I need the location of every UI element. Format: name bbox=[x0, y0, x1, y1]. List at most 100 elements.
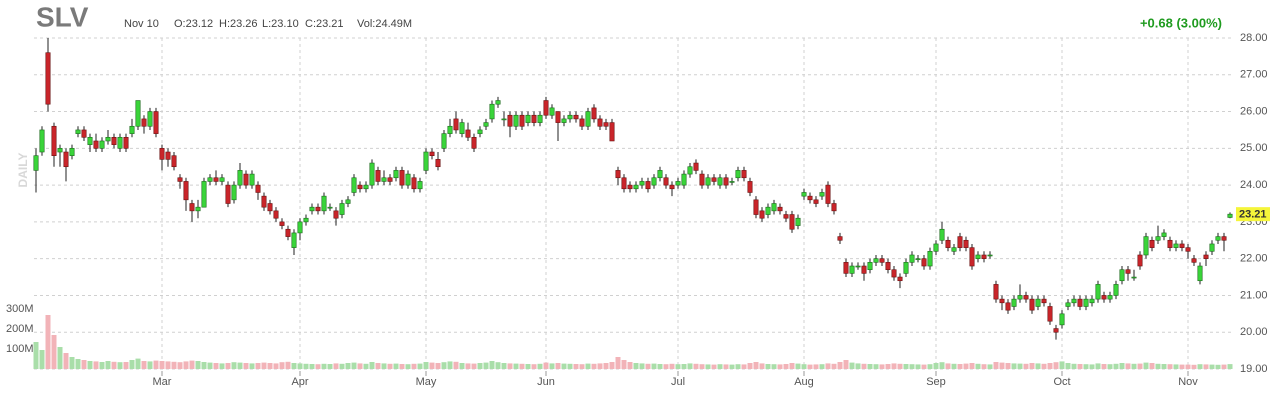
candle-body bbox=[1011, 298, 1017, 307]
candle-body bbox=[993, 284, 999, 300]
candle-body bbox=[363, 184, 369, 190]
candle-body bbox=[1071, 298, 1077, 304]
volume-bar bbox=[1071, 363, 1077, 369]
candle-body bbox=[195, 206, 201, 212]
x-tick-label: Apr bbox=[291, 376, 308, 388]
volume-bar bbox=[741, 364, 747, 369]
volume-bar bbox=[711, 364, 717, 369]
volume-bar bbox=[531, 364, 537, 369]
candle-body bbox=[1131, 276, 1137, 279]
volume-bar bbox=[291, 363, 297, 369]
candle-body bbox=[1185, 247, 1191, 252]
candle-body bbox=[285, 228, 291, 237]
candle-body bbox=[789, 214, 795, 230]
volume-bar bbox=[105, 361, 111, 369]
volume-bar bbox=[405, 364, 411, 369]
volume-bar bbox=[381, 363, 387, 369]
volume-bar bbox=[561, 363, 567, 369]
candle-body bbox=[633, 184, 639, 190]
volume-bar bbox=[585, 363, 591, 369]
candle-body bbox=[819, 192, 825, 197]
volume-bar bbox=[447, 361, 453, 369]
candle-body bbox=[177, 177, 183, 182]
candle-body bbox=[921, 258, 927, 267]
candle-body bbox=[1221, 236, 1227, 241]
candle-body bbox=[621, 177, 627, 190]
candle-body bbox=[1215, 236, 1221, 241]
volume-bar bbox=[939, 362, 945, 369]
candle-body bbox=[51, 125, 57, 156]
candle-body bbox=[1173, 243, 1179, 248]
x-tick-label: Sep bbox=[926, 376, 946, 388]
volume-bar bbox=[285, 361, 291, 369]
volume-bar bbox=[1083, 364, 1089, 369]
volume-bar bbox=[393, 363, 399, 369]
candle-body bbox=[1227, 213, 1233, 218]
volume-bar bbox=[1167, 364, 1173, 369]
candle-body bbox=[1143, 236, 1149, 256]
candle-body bbox=[969, 247, 975, 267]
candle-body bbox=[879, 258, 885, 263]
candle-body bbox=[1149, 239, 1155, 248]
volume-bar bbox=[867, 364, 873, 369]
candle-body bbox=[801, 192, 807, 197]
marks bbox=[33, 38, 1233, 369]
volume-bar bbox=[1197, 364, 1203, 369]
candle-body bbox=[813, 199, 819, 204]
candle-body bbox=[339, 203, 345, 215]
candle-body bbox=[591, 107, 597, 120]
volume-bar bbox=[261, 362, 267, 369]
volume-bar bbox=[501, 363, 507, 369]
candle-body bbox=[429, 151, 435, 156]
candle-body bbox=[777, 206, 783, 212]
candle-body bbox=[69, 148, 75, 156]
candle-body bbox=[435, 159, 441, 168]
volume-bar bbox=[1035, 363, 1041, 369]
volume-bar bbox=[735, 364, 741, 369]
volume-bar bbox=[93, 361, 99, 369]
volume-bar bbox=[357, 363, 363, 369]
x-tick-label: Nov bbox=[1178, 376, 1198, 388]
candle-body bbox=[843, 262, 849, 274]
volume-bar bbox=[1113, 363, 1119, 369]
volume-bar bbox=[273, 363, 279, 369]
candle-body bbox=[417, 181, 423, 190]
candle-body bbox=[867, 262, 873, 271]
volume-bar bbox=[1011, 363, 1017, 369]
volume-bar bbox=[993, 362, 999, 369]
volume-bar bbox=[267, 363, 273, 369]
candle-body bbox=[945, 239, 951, 248]
volume-bar bbox=[75, 359, 81, 369]
candle-body bbox=[849, 265, 855, 274]
volume-bar bbox=[765, 364, 771, 369]
volume-bar bbox=[63, 353, 69, 369]
candle-body bbox=[393, 170, 399, 179]
candle-body bbox=[1101, 295, 1107, 300]
candle-body bbox=[471, 137, 477, 149]
volume-bar bbox=[321, 363, 327, 369]
volume-bar bbox=[831, 363, 837, 369]
volume-bar bbox=[327, 364, 333, 369]
volume-bar bbox=[747, 363, 753, 369]
volume-bar bbox=[219, 363, 225, 369]
volume-bar bbox=[909, 364, 915, 369]
volume-bar bbox=[201, 362, 207, 369]
volume-bar bbox=[87, 361, 93, 369]
volume-bar bbox=[477, 363, 483, 369]
candle-body bbox=[201, 181, 207, 208]
volume-bar bbox=[753, 362, 759, 369]
candle-body bbox=[321, 195, 327, 212]
candle-body bbox=[345, 199, 351, 204]
candle-body bbox=[153, 111, 159, 134]
candle-body bbox=[627, 184, 633, 190]
candle-body bbox=[1209, 243, 1215, 252]
volume-bar bbox=[315, 364, 321, 369]
volume-bar bbox=[1149, 363, 1155, 369]
candle-body bbox=[165, 151, 171, 160]
volume-bar bbox=[717, 364, 723, 369]
volume-bar bbox=[339, 363, 345, 369]
candle-body bbox=[1119, 269, 1125, 282]
candle-body bbox=[93, 140, 99, 149]
candle-body bbox=[999, 298, 1005, 304]
y-tick-label: 21.00 bbox=[1240, 289, 1268, 301]
